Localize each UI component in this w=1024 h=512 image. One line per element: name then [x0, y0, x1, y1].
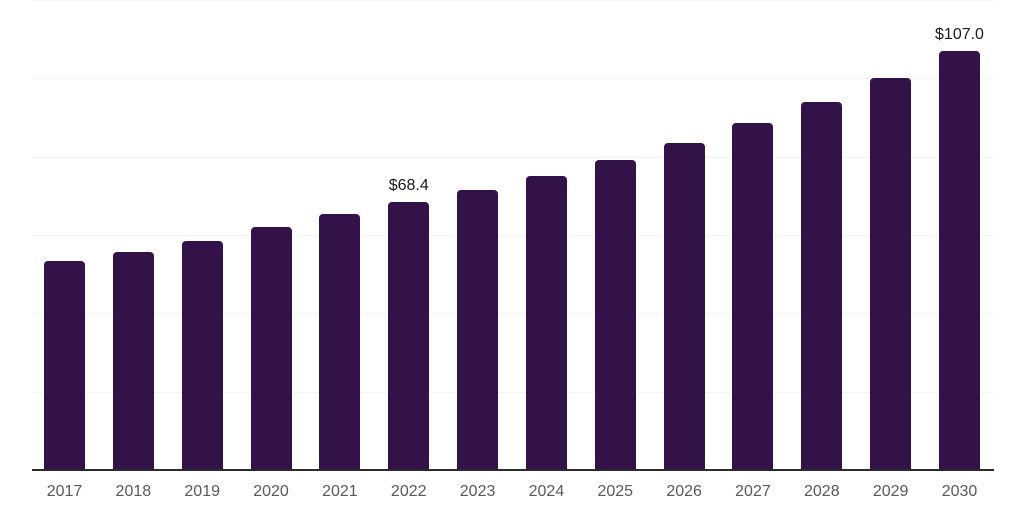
x-axis-label-2025: 2025: [597, 483, 634, 500]
data-label-2022: $68.4: [388, 177, 429, 195]
bar-2027: [732, 122, 774, 470]
bar-2022: [388, 202, 430, 470]
gridline: [32, 235, 994, 236]
x-axis-label-2018: 2018: [115, 483, 152, 500]
x-axis-label-2028: 2028: [804, 483, 840, 500]
bar-2018: [112, 251, 154, 470]
x-axis-label-2019: 2019: [184, 483, 220, 500]
x-axis-label-2027: 2027: [735, 483, 771, 500]
plot-area: 2017 2018 2019 2020 2021 2022 $68.4 2023 2024 202…: [32, 0, 994, 500]
bar-2023: [457, 189, 499, 470]
bar-2021: [319, 213, 361, 470]
bar-2028: [801, 101, 843, 470]
x-axis-label-2017: 2017: [46, 483, 83, 500]
bar-2020: [250, 227, 292, 470]
x-axis-label-2021: 2021: [322, 483, 358, 500]
x-axis-label-2029: 2029: [872, 483, 909, 500]
x-axis-label-2020: 2020: [253, 483, 289, 500]
x-axis-line: [32, 469, 994, 471]
x-axis-label-2030: 2030: [941, 483, 978, 500]
x-axis-label-2026: 2026: [666, 483, 702, 500]
data-label-2030: $107.0: [935, 25, 984, 43]
gridline: [32, 313, 994, 315]
x-axis-label-2023: 2023: [459, 483, 496, 500]
gridline: [32, 156, 994, 158]
bar-2030: [938, 50, 980, 470]
bar-2029: [870, 77, 912, 470]
x-axis-label-2024: 2024: [528, 483, 565, 500]
bar-2017: [44, 260, 85, 470]
bar-2025: [594, 160, 636, 470]
gridline: [32, 0, 994, 1]
bar-2024: [525, 176, 567, 470]
x-axis-label-2022: 2022: [390, 483, 427, 500]
bar-2019: [181, 241, 223, 470]
bar-2026: [663, 142, 705, 470]
gridline: [32, 78, 994, 80]
gridline: [32, 391, 994, 393]
